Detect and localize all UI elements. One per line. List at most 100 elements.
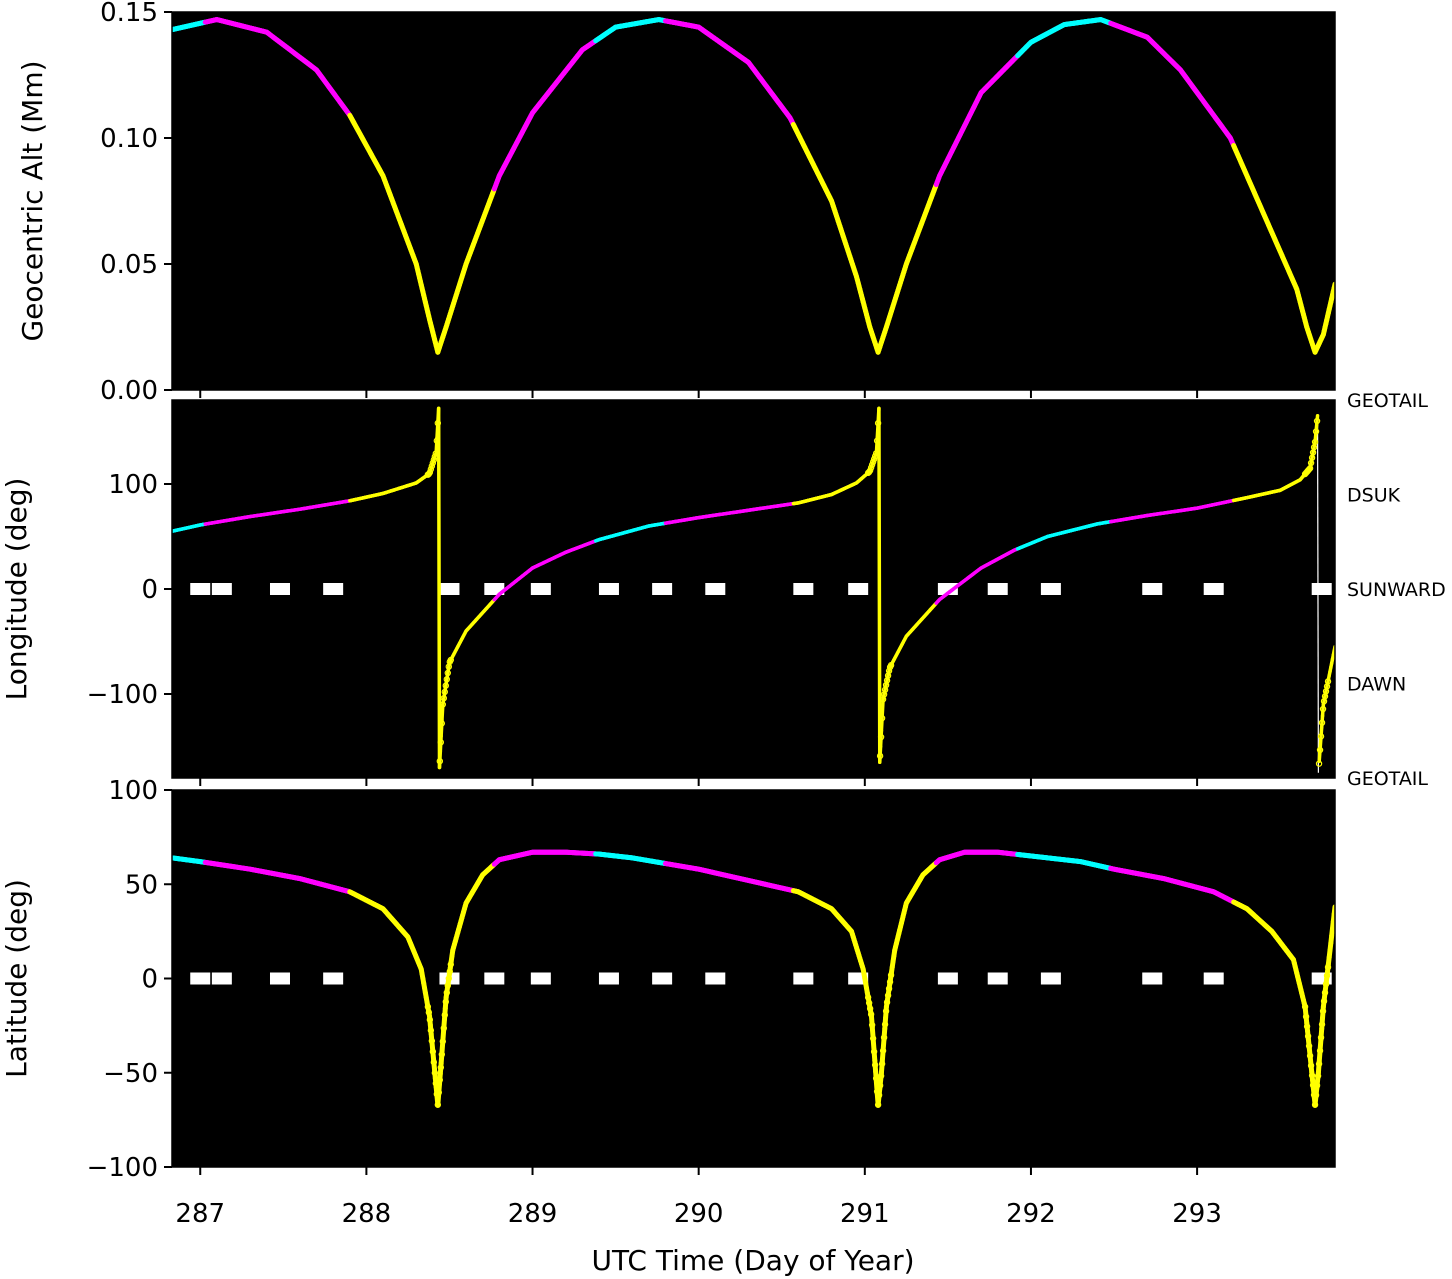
longitude-sample-point [1311,438,1319,446]
x-tick-label: 292 [1006,1199,1056,1229]
latitude-sample-point [1323,972,1331,979]
zero-marker [793,972,814,985]
zero-marker [323,972,344,985]
x-tick-label: 288 [342,1199,392,1229]
latitude-sample-point [879,1047,887,1054]
zero-marker [987,583,1008,595]
longitude-sample-point [1312,428,1320,435]
longitude-trace-segment [1317,748,1322,764]
longitude-y-axis-label: Longitude (deg) [0,478,33,701]
zero-marker [793,583,814,595]
zero-marker [190,583,211,595]
latitude-sample-point [1307,1062,1315,1069]
longitude-sample-point [1305,466,1313,473]
latitude-sample-point [1321,989,1329,996]
latitude-ytick-label: 50 [125,870,158,900]
latitude-ytick-label: 0 [141,965,158,995]
longitude-sample-point [443,676,451,683]
zero-marker [987,972,1008,985]
zero-marker [598,972,619,985]
latitude-sample-point [881,1021,889,1028]
zero-marker [848,583,869,595]
latitude-sample-point [1318,1021,1326,1028]
latitude-sample-point [444,982,451,989]
latitude-sample-point [886,978,894,986]
latitude-sample-point [1313,1082,1321,1089]
latitude-sample-point [868,1021,876,1029]
region-label: DSUK [1347,485,1401,507]
latitude-sample-point [869,1035,877,1042]
longitude-trace-segment [877,406,882,764]
longitude-sample-point [874,419,882,427]
latitude-sample-point [1322,980,1330,988]
longitude-sample-point [439,701,447,708]
longitude-sample-point [869,458,877,466]
region-label: DAWN [1347,674,1406,696]
latitude-plot-area [172,790,1335,1167]
latitude-sample-point [864,994,872,1001]
latitude-sample-point [431,1069,439,1077]
altitude-ytick-label: 0.05 [100,250,158,280]
longitude-sample-point [1317,733,1325,740]
latitude-sample-point [887,971,895,979]
longitude-sample-point [433,437,441,444]
latitude-sample-point [1324,963,1332,971]
zero-marker [598,583,619,595]
latitude-sample-point [429,1048,437,1055]
latitude-sample-point [434,1101,442,1108]
longitude-plot-area [172,400,1335,778]
zero-marker [211,583,232,595]
latitude-frame [171,789,1336,1168]
longitude-sample-point [878,714,886,722]
latitude-sample-point [870,1048,878,1055]
longitude-sample-point [426,469,434,476]
latitude-sample-point [867,1011,875,1018]
longitude-sample-point [885,667,893,675]
longitude-traces [172,406,1335,773]
x-tick-label: 293 [1172,1199,1222,1229]
longitude-sample-point [432,450,440,457]
altitude-frame [171,11,1336,391]
latitude-sample-point [1319,1007,1327,1015]
longitude-frame [171,399,1336,779]
latitude-sample-point [428,1037,436,1045]
longitude-trace-segment [878,744,883,764]
latitude-sample-point [1306,1052,1314,1059]
longitude-trace-segment [437,750,443,770]
zero-marker [1040,583,1061,595]
latitude-sample-point [435,1089,443,1096]
latitude-sample-point [875,1091,883,1099]
altitude-y-axis-label: Geocentric Alt (Mm) [16,60,49,341]
region-label: GEOTAIL [1347,390,1428,412]
longitude-sample-point [436,758,444,765]
latitude-ytick-label: 100 [108,776,158,806]
longitude-trace-segment [1319,725,1324,741]
latitude-sample-point [443,989,451,996]
longitude-sample-point [429,459,437,467]
zero-marker [1040,972,1061,985]
longitude-trace-segment [874,436,880,455]
zero-marker [1203,583,1224,595]
latitude-sample-point [866,1005,874,1012]
altitude-ytick-label: 0.00 [100,376,158,406]
longitude-sample-point [437,739,445,746]
zero-marker [484,972,505,985]
latitude-sample-point [437,1064,445,1071]
latitude-sample-point [883,999,891,1006]
longitude-sample-point [866,467,874,474]
longitude-sample-point [872,450,880,457]
longitude-sample-point [1318,719,1326,726]
zero-marker [1142,583,1163,595]
longitude-sample-point [427,466,435,473]
zero-marker [705,972,726,985]
latitude-panel: −100 −50 0 50 100 Latitude (deg) 287 288 289 290 2… [0,776,1336,1229]
longitude-sample-point [434,419,442,427]
longitude-sample-point [877,733,885,741]
latitude-sample-point [1302,1013,1310,1020]
latitude-sample-point [878,1060,886,1068]
zero-marker [1311,583,1332,595]
latitude-sample-point [446,968,453,975]
longitude-sample-point [442,682,450,689]
latitude-sample-point [880,1034,888,1041]
latitude-sample-point [1317,1034,1325,1041]
